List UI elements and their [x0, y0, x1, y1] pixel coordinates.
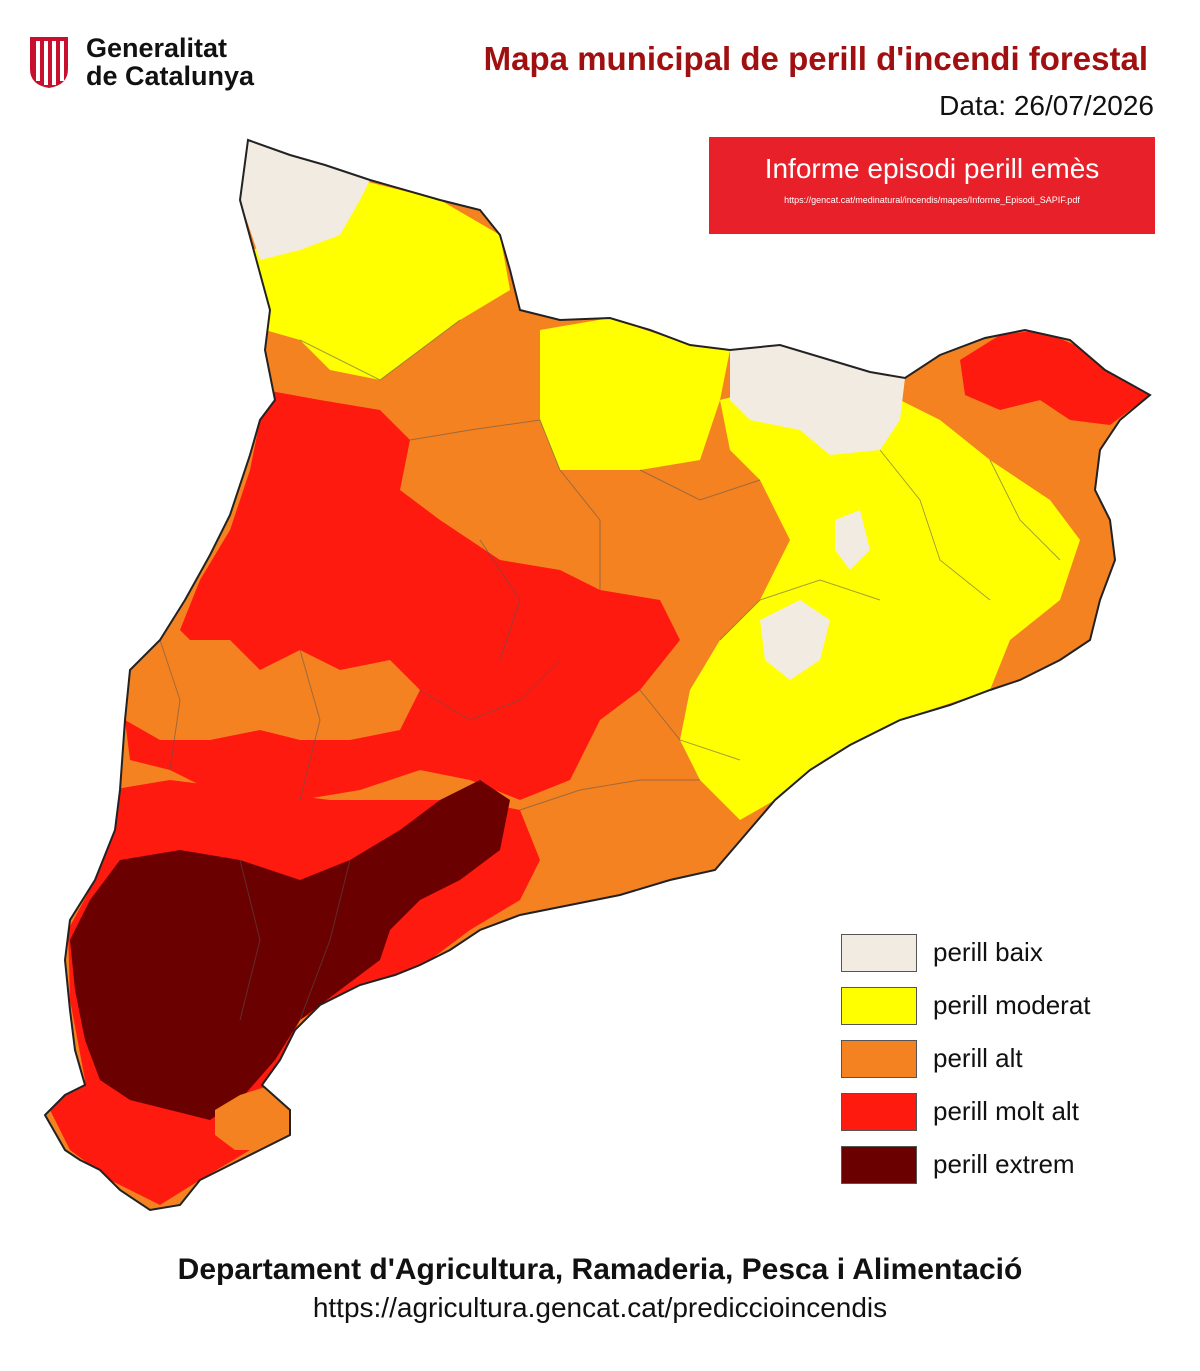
- legend-label-alt: perill alt: [933, 1043, 1023, 1073]
- catalonia-fire-danger-map: [44, 139, 1151, 1211]
- zone-orange-west-inner: [125, 640, 420, 740]
- episode-report-link[interactable]: https://gencat.cat/medinatural/incendis/…: [784, 195, 1080, 205]
- zone-yellow-pyrenees: [250, 180, 510, 380]
- generalitat-logo: Generalitat de Catalunya: [24, 34, 254, 90]
- legend-item-perill-moderat: perill moderat: [841, 979, 1091, 1032]
- legend-swatch-molt-alt: [841, 1092, 917, 1131]
- legend-item-perill-alt: perill alt: [841, 1032, 1091, 1085]
- legend-swatch-extrem: [841, 1145, 917, 1184]
- zone-beige-central-patch-2: [835, 510, 870, 570]
- zone-red-north-east: [960, 330, 1150, 425]
- legend-item-perill-extrem: perill extrem: [841, 1138, 1091, 1191]
- legend-label-baix: perill baix: [933, 937, 1043, 967]
- map-title: Mapa municipal de perill d'incendi fores…: [483, 40, 1148, 77]
- legend-swatch-moderat: [841, 986, 917, 1025]
- legend-item-perill-baix: perill baix: [841, 926, 1091, 979]
- legend-swatch-baix: [841, 933, 917, 972]
- zone-beige-central-patch: [760, 600, 830, 680]
- zone-orange-delta: [215, 1088, 290, 1150]
- footer-department: Departament d'Agricultura, Ramaderia, Pe…: [177, 1253, 1023, 1286]
- legend-label-molt-alt: perill molt alt: [933, 1096, 1079, 1126]
- map-legend: perill baix perill moderat perill alt pe…: [841, 926, 1091, 1191]
- comarca-borders: [159, 319, 1061, 1021]
- legend-label-extrem: perill extrem: [933, 1149, 1075, 1179]
- senyera-emblem-icon: [30, 37, 68, 88]
- zone-beige-north-east: [730, 345, 905, 455]
- map-date: Data: 26/07/2026: [939, 90, 1154, 121]
- logo-line-2: de Catalunya: [86, 61, 255, 91]
- legend-label-moderat: perill moderat: [933, 990, 1091, 1020]
- logo-line-1: Generalitat: [86, 33, 228, 63]
- legend-item-perill-molt-alt: perill molt alt: [841, 1085, 1091, 1138]
- episode-report-title: Informe episodi perill emès: [764, 153, 1100, 184]
- footer-link[interactable]: https://agricultura.gencat.cat/prediccio…: [312, 1292, 888, 1323]
- legend-swatch-alt: [841, 1039, 917, 1078]
- zone-darkred-extreme: [70, 780, 510, 1120]
- logo-text: Generalitat de Catalunya: [86, 34, 254, 90]
- episode-report-banner[interactable]: Informe episodi perill emès https://genc…: [709, 137, 1155, 234]
- zone-yellow-north-centre: [540, 318, 730, 470]
